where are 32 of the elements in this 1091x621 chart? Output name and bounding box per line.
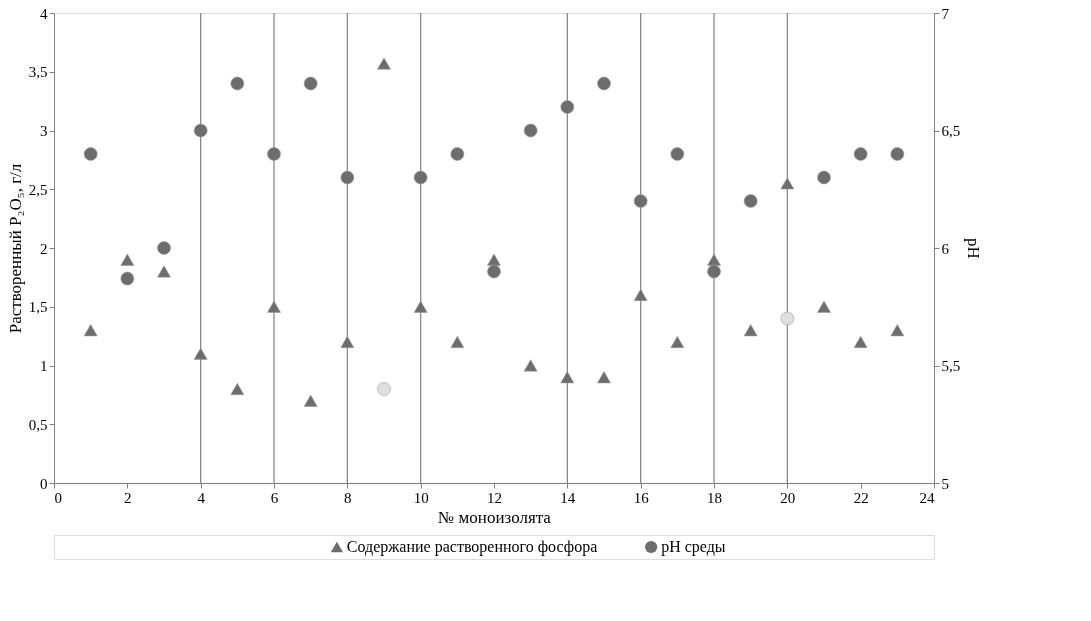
y-tick-label: 3,5 xyxy=(28,64,48,81)
y-tick-label: 4 xyxy=(40,5,48,22)
y-tick-label: 3 xyxy=(40,123,48,139)
x-tick-label: 18 xyxy=(707,489,722,506)
x-tick-label: 22 xyxy=(853,489,869,506)
x-tick-label: 4 xyxy=(197,489,206,506)
y-tick-label: 2 xyxy=(40,240,48,257)
y2-tick-label: 5,5 xyxy=(941,358,961,374)
y-tick-label: 0 xyxy=(40,475,48,492)
y-tick-label: 1 xyxy=(40,358,48,374)
x-tick-label: 16 xyxy=(633,489,650,506)
legend-label: pH среды xyxy=(661,538,726,556)
y-tick-label: 2,5 xyxy=(28,181,48,198)
x-tick-label: 0 xyxy=(54,489,62,506)
x-tick-label: 20 xyxy=(780,489,796,506)
y2-tick-label: 6 xyxy=(941,240,950,257)
x-axis-title: № моноизолята xyxy=(438,507,552,527)
x-tick-label: 8 xyxy=(344,489,352,506)
x-tick-label: 2 xyxy=(124,489,132,506)
x-tick-label: 24 xyxy=(919,489,935,506)
y-axis-title: Растворенный P₂O₅, г/л xyxy=(5,163,25,334)
x-tick-label: 6 xyxy=(270,489,279,506)
y2-tick-label: 7 xyxy=(941,5,950,22)
y2-tick-label: 5 xyxy=(941,475,949,492)
x-tick-label: 14 xyxy=(560,489,576,506)
y2-axis-title: pH xyxy=(964,238,984,259)
y-tick-label: 0,5 xyxy=(28,416,48,433)
y2-tick-label: 6,5 xyxy=(941,123,961,139)
x-tick-label: 12 xyxy=(487,489,502,506)
x-tick-label: 10 xyxy=(413,489,429,506)
y-tick-label: 1,5 xyxy=(28,299,48,316)
legend-label: Содержание растворенного фосфора xyxy=(346,538,598,556)
